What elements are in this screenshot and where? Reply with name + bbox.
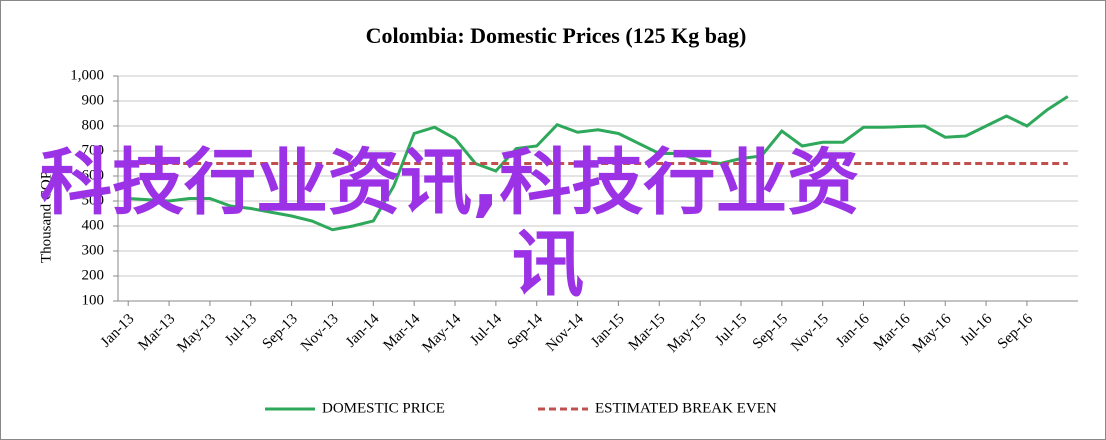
y-tick-label: 100: [82, 292, 105, 308]
watermark: 讯: [512, 223, 584, 307]
y-tick-label: 600: [82, 167, 105, 183]
watermark: 科技行业资讯,科技行业资: [40, 141, 859, 225]
y-tick-label: 1,000: [70, 67, 104, 83]
legend-label: ESTIMATED BREAK EVEN: [595, 400, 777, 416]
y-tick-label: 700: [82, 142, 105, 158]
y-tick-label: 300: [82, 242, 105, 258]
series-line: [128, 95, 1069, 232]
y-axis-label: Thousand COP: [38, 171, 54, 263]
y-tick-label: 800: [82, 117, 105, 133]
y-tick-label: 200: [82, 267, 105, 283]
y-tick-label: 500: [82, 192, 105, 208]
chart-title: Colombia: Domestic Prices (125 Kg bag): [366, 23, 747, 48]
y-tick-label: 400: [82, 217, 105, 233]
legend-label: DOMESTIC PRICE: [322, 400, 445, 416]
y-tick-label: 900: [82, 92, 105, 108]
